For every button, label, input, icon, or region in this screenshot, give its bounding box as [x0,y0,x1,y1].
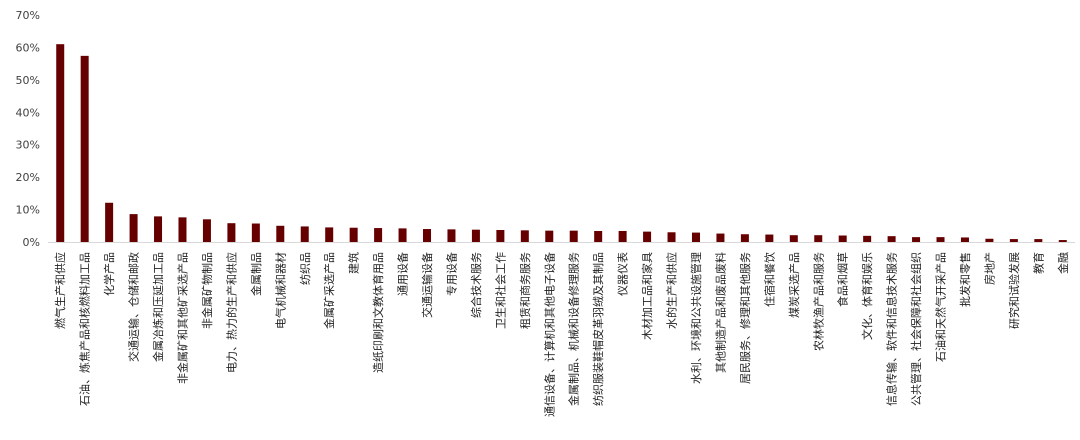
bar [716,233,725,242]
bar [569,230,578,242]
x-tick-label: 食品和烟草 [836,252,850,307]
bar [105,202,114,242]
x-tick-label: 综合技术服务 [469,252,483,318]
x-tick-label: 纺织服装鞋帽皮革羽绒及其制品 [591,252,605,406]
bar [789,235,798,242]
bar [643,231,652,242]
x-tick-label: 金融 [1056,252,1070,274]
y-tick-label: 30% [16,139,40,152]
x-tick-label: 金属制品、机械和设备修理服务 [567,252,581,406]
bar [80,55,89,242]
bar [471,229,480,242]
x-tick-label: 金属冶炼和压延加工品 [151,252,165,362]
bar [912,237,921,242]
y-tick-label: 70% [16,9,40,22]
bar [691,232,700,242]
x-tick-label: 农林牧渔产品和服务 [811,252,825,351]
x-tick-label: 通信设备、计算机和其他电子设备 [542,252,556,417]
x-tick-label: 纺织品 [298,252,312,285]
bar [496,230,505,242]
x-tick-label: 化学产品 [102,252,116,296]
y-tick-label: 50% [16,74,40,87]
x-tick-label: 水的生产和供应 [665,252,679,329]
x-tick-label: 教育 [1031,252,1045,274]
x-tick-label: 建筑 [347,252,361,274]
x-tick-label: 租赁和商务服务 [518,252,532,329]
bar [1058,240,1067,242]
x-tick-label: 电气机械和器材 [273,252,287,329]
x-tick-label: 仪器仪表 [616,252,630,296]
bar [1009,239,1018,242]
x-tick-label: 住宿和餐饮 [762,252,776,307]
bar [276,225,285,242]
x-tick-label: 石油、炼焦产品和核燃料加工品 [78,252,92,406]
x-tick-label: 非金属矿和其他矿采选产品 [175,252,189,384]
y-axis: 0% 10% 20% 30% 40% 50% 60% 70% [16,9,40,249]
bar [251,223,260,242]
bar [129,214,138,242]
bar [349,227,358,242]
x-tick-label: 文化、体育和娱乐 [860,252,874,340]
y-tick-label: 20% [16,171,40,184]
x-tick-label: 居民服务、修理和其他服务 [738,252,752,384]
x-tick-label: 交通运输、仓储和邮政 [127,252,141,362]
bar [178,217,187,242]
bar [887,236,896,242]
x-tick-label: 批发和零售 [958,252,972,307]
x-tick-label: 木材加工品和家具 [640,252,654,340]
bar [154,216,163,242]
x-tick-label: 交通运输设备 [420,252,434,318]
x-tick-label: 信息传输、软件和信息技术服务 [885,252,899,406]
bar [202,219,211,242]
x-tick-label: 卫生和社会工作 [493,252,507,329]
x-tick-label: 非金属矿物制品 [200,252,214,329]
bar [545,230,554,242]
bar [667,232,676,242]
bars [56,44,1067,242]
y-tick-label: 40% [16,106,40,119]
bar [56,44,65,242]
bar [985,238,994,242]
bar [618,230,627,242]
bar [740,234,749,242]
x-tick-label: 研究和试验发展 [1007,252,1021,329]
bar [1034,239,1043,242]
bar [936,237,945,242]
x-tick-label: 专用设备 [444,252,458,296]
bar [594,230,603,242]
bar [765,234,774,242]
bar [814,235,823,242]
bar [520,230,529,242]
x-tick-label: 燃气生产和供应 [53,252,67,329]
x-tick-label: 煤炭采选产品 [787,252,801,318]
x-axis-labels: 燃气生产和供应 石油、炼焦产品和核燃料加工品 化学产品 交通运输、仓储和邮政 金属冶炼和… [53,252,1070,417]
bar [300,226,309,242]
x-tick-label: 石油和天然气开采产品 [934,252,948,362]
y-tick-label: 10% [16,204,40,217]
x-tick-label: 造纸印刷和文教体育用品 [371,252,385,373]
x-tick-label: 公共管理、社会保障和社会组织 [909,252,923,406]
y-tick-label: 0% [23,236,40,249]
x-tick-label: 电力、热力的生产和供应 [224,252,238,373]
x-tick-label: 其他制造产品和废品废料 [713,252,727,373]
bar [863,235,872,242]
y-tick-label: 60% [16,41,40,54]
x-tick-label: 金属制品 [249,252,263,296]
x-tick-label: 房地产 [982,252,996,285]
bar [325,227,334,242]
bar [960,237,969,242]
bar [447,229,456,242]
bar [398,228,407,242]
x-tick-label: 金属矿采选产品 [322,252,336,329]
bar [227,223,236,242]
bar [838,235,847,242]
x-tick-label: 水利、环境和公共设施管理 [689,252,703,384]
x-tick-label: 通用设备 [396,252,410,296]
bar [423,229,432,242]
bar [374,228,383,242]
